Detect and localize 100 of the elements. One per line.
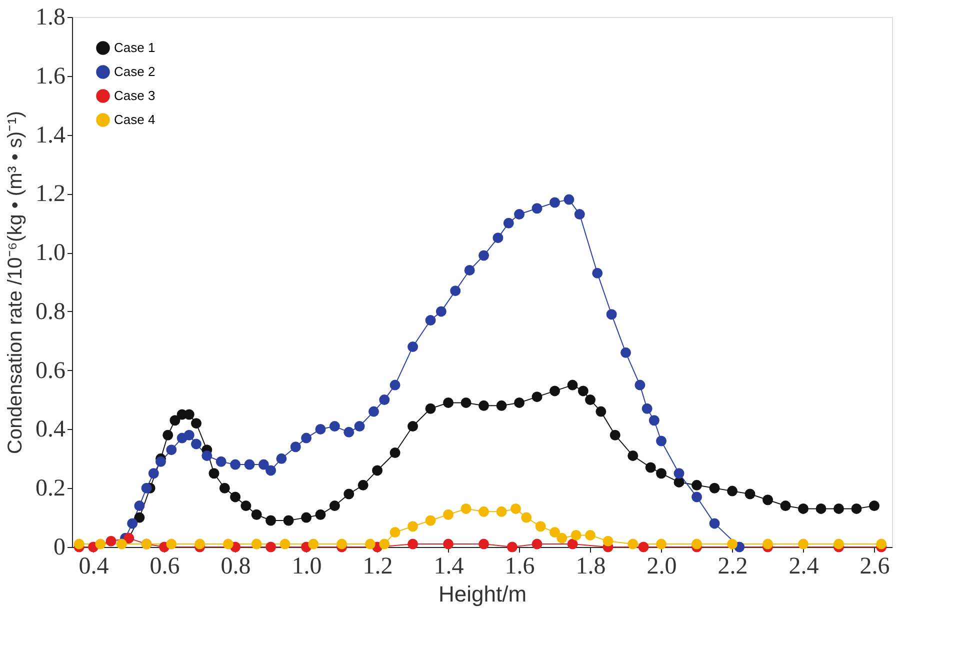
x-tick-label: 0.4	[78, 554, 109, 580]
point	[550, 527, 560, 538]
point	[166, 538, 177, 550]
point	[390, 448, 400, 458]
point	[744, 488, 756, 500]
point	[606, 309, 617, 320]
point	[628, 450, 638, 461]
y-tick-label: 1.6	[36, 63, 66, 90]
y-tick-label: 1.0	[36, 240, 66, 266]
point	[628, 538, 638, 550]
x-tick-label: 1.2	[362, 554, 393, 580]
point	[762, 538, 773, 550]
point	[506, 542, 518, 552]
point	[634, 380, 646, 390]
point	[219, 482, 230, 494]
point	[648, 415, 660, 426]
y-tick-label: 0.2	[36, 476, 66, 502]
y-tick-label: 1.4	[36, 122, 66, 148]
point	[521, 512, 532, 523]
x-tick-label: 2.4	[788, 554, 819, 580]
x-axis-title: Height/m	[438, 582, 527, 606]
legend-label: Case 4	[114, 112, 156, 127]
point	[194, 538, 206, 550]
point	[514, 209, 525, 220]
point	[460, 397, 472, 408]
x-tick-label: 1.8	[576, 554, 606, 580]
point	[574, 209, 585, 220]
legend-label: Case 2	[114, 64, 156, 79]
point	[216, 456, 226, 467]
legend-label: Case 1	[114, 40, 156, 55]
point	[251, 538, 262, 550]
x-tick-label: 2.6	[860, 554, 890, 580]
point	[532, 538, 542, 550]
point	[585, 530, 596, 540]
point	[290, 442, 301, 452]
point	[354, 421, 365, 432]
point	[208, 468, 220, 479]
point	[408, 342, 418, 352]
point	[240, 500, 252, 512]
point	[492, 232, 504, 244]
point	[251, 509, 262, 520]
x-tick-label: 2.2	[718, 554, 748, 580]
point	[642, 403, 652, 414]
point	[166, 444, 177, 456]
point	[638, 542, 649, 552]
point	[535, 521, 546, 532]
point	[106, 536, 116, 546]
point	[876, 538, 887, 550]
x-tick-label: 0.8	[220, 554, 251, 580]
point	[567, 380, 578, 390]
point	[727, 538, 738, 550]
point	[692, 480, 702, 490]
point	[379, 394, 390, 406]
point	[222, 538, 234, 550]
point	[443, 397, 454, 408]
point	[656, 436, 667, 446]
point	[425, 315, 436, 326]
point	[780, 500, 791, 512]
point	[503, 218, 514, 228]
point	[408, 421, 418, 432]
point	[436, 306, 446, 317]
point	[478, 400, 490, 411]
point	[148, 468, 159, 479]
point	[550, 386, 560, 396]
point	[656, 468, 667, 479]
point	[425, 515, 436, 526]
point	[244, 459, 255, 470]
point	[596, 406, 606, 417]
point	[372, 465, 383, 476]
point	[390, 527, 400, 538]
point	[762, 494, 773, 506]
y-tick-label: 0	[54, 534, 66, 560]
point	[425, 403, 436, 414]
point	[585, 394, 596, 406]
point	[368, 406, 379, 417]
point	[134, 512, 145, 523]
point	[408, 538, 418, 550]
point	[567, 538, 578, 550]
point	[620, 347, 632, 358]
legend-label: Case 3	[114, 88, 156, 103]
point	[798, 538, 808, 550]
point	[162, 430, 174, 440]
y-axis-title: Condensation rate /10⁻⁶(kg • (m³ • s)⁻¹)	[4, 110, 26, 454]
point	[95, 538, 106, 550]
point	[709, 482, 720, 494]
point	[329, 421, 340, 432]
x-tick-label: 1.4	[434, 554, 464, 580]
point	[283, 515, 294, 526]
point	[258, 459, 269, 470]
point	[390, 380, 400, 390]
point	[315, 424, 326, 434]
point	[510, 503, 521, 514]
point	[851, 503, 862, 514]
point	[478, 538, 490, 550]
point	[727, 486, 738, 496]
point	[141, 482, 152, 494]
x-tick-label: 1.6	[504, 554, 535, 580]
point	[266, 515, 276, 526]
point	[276, 453, 287, 464]
point	[869, 500, 880, 512]
